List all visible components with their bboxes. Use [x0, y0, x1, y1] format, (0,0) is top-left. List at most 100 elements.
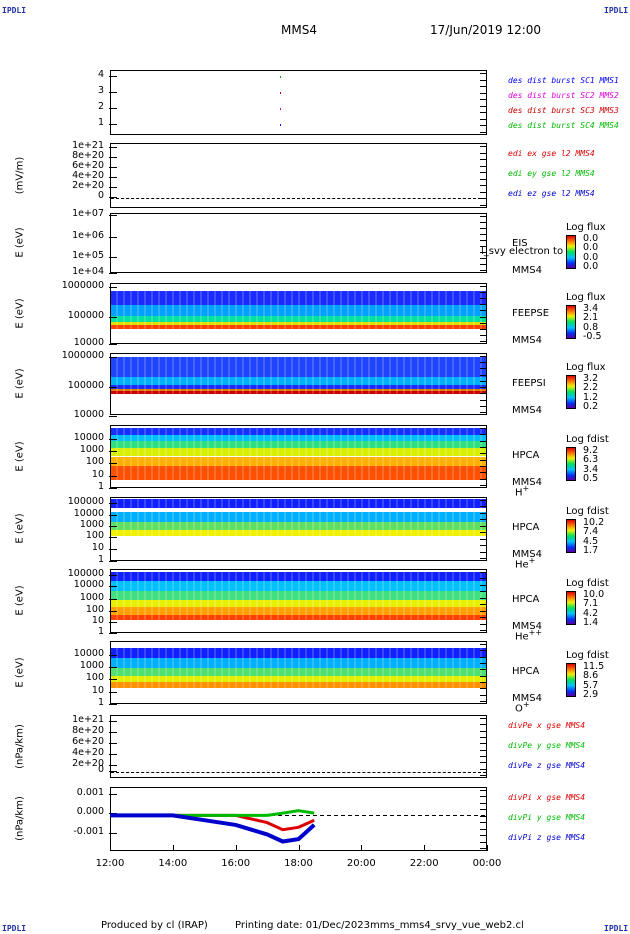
y-tick-mark [109, 76, 117, 77]
y-tick-label: 1000000 [61, 350, 104, 361]
y-tick-label: 1 [97, 117, 104, 128]
right-tick-mark [480, 815, 486, 817]
colorbar [566, 305, 576, 339]
spectrogram-band [111, 316, 486, 323]
spectrogram-band [111, 607, 486, 615]
instrument-spacecraft: MMS4 [512, 621, 542, 632]
colorbar-value: 0.0 [583, 233, 599, 244]
right-tick-mark [480, 688, 486, 690]
right-tick-mark [480, 828, 486, 830]
y-tick-mark [109, 561, 117, 562]
right-tick-mark [480, 393, 486, 395]
x-tick-mark [235, 845, 237, 851]
y-tick-label: 0.000 [76, 806, 104, 817]
zero-line [111, 772, 486, 773]
y-tick-mark [109, 439, 117, 440]
colorbar-value: 8.6 [583, 670, 599, 682]
zero-line [111, 198, 486, 199]
instrument-spacecraft: MMS4 [512, 335, 542, 346]
y-tick-mark [109, 526, 117, 527]
x-tick-mark [110, 845, 111, 851]
burst-mark [279, 76, 281, 78]
right-tick-mark [480, 718, 486, 719]
series-line-z [110, 813, 316, 844]
footer-filename: mms_mms4_srvy_vue_web2.cl [370, 920, 524, 931]
y-tick-label: 6e+20 [72, 736, 104, 747]
legend-entry: divPe y gse MMS4 [508, 741, 586, 750]
species-charge: ++ [528, 628, 543, 637]
right-tick-mark [480, 246, 486, 247]
spectrogram-band [111, 434, 486, 441]
y-tick-mark [109, 215, 117, 216]
x-tick-label: 00:00 [472, 858, 502, 869]
colorbar [566, 591, 576, 625]
spectrogram-band [111, 391, 486, 394]
y-tick-label: 0 [97, 190, 104, 201]
y-tick-label: 10 [91, 542, 104, 553]
right-tick-mark [480, 796, 486, 798]
panel-hpca_hepp [110, 569, 487, 633]
right-tick-mark [480, 675, 486, 677]
y-tick-label: 1 [97, 481, 104, 492]
instrument-name: FEEPSI [512, 378, 546, 389]
y-tick-mark [109, 743, 117, 744]
right-tick-mark [480, 459, 486, 461]
right-tick-mark [480, 270, 486, 271]
y-tick-mark [109, 611, 117, 612]
right-tick-mark [480, 105, 486, 107]
footer-produced: Produced by cl (IRAP) [101, 920, 208, 931]
right-tick-mark [480, 434, 486, 436]
corner-label-bottom-left: IPDLI [2, 924, 27, 933]
panel-hpca_h [110, 425, 487, 488]
right-tick-mark [480, 835, 486, 837]
right-tick-mark [480, 412, 486, 413]
colorbar-value: 4.2 [583, 607, 599, 619]
spectrogram-band [111, 393, 486, 414]
spectrogram-band [111, 328, 486, 343]
species: H+ [515, 484, 529, 498]
right-tick-mark [480, 663, 486, 664]
colorbar-value: 9.2 [583, 445, 599, 456]
legend-entry: divPe x gse MMS4 [508, 721, 586, 730]
colorbar-title: Log fdist [566, 506, 609, 517]
colorbar [566, 235, 576, 269]
right-tick-mark [480, 841, 486, 843]
instrument-spacecraft: MMS4 [512, 405, 542, 416]
y-tick-label: 1e+21 [72, 714, 104, 725]
spectrogram-texture [111, 642, 486, 703]
right-tick-mark [480, 551, 486, 553]
right-tick-mark [480, 669, 486, 671]
right-tick-mark [480, 334, 486, 336]
y-axis-label: (nPa/km) [14, 723, 26, 769]
legend-entry: edi ey gse l2 MMS4 [508, 169, 595, 178]
right-tick-mark [480, 118, 486, 120]
legend-entry: edi ex gse l2 MMS4 [508, 149, 595, 158]
y-tick-label: 2e+20 [72, 180, 104, 191]
y-tick-label: 1000000 [61, 280, 104, 291]
panel-edi [110, 143, 487, 208]
y-tick-label: 1e+21 [72, 140, 104, 151]
y-tick-mark [109, 765, 117, 766]
colorbar [566, 375, 576, 409]
colorbar-value: 0.0 [583, 260, 599, 272]
colorbar [566, 663, 576, 697]
corner-label-bottom-right: IPDLI [604, 924, 629, 933]
species-label: H [515, 487, 523, 499]
panel-hpca_o [110, 641, 487, 704]
right-tick-mark [480, 316, 486, 318]
y-tick-mark [109, 387, 117, 388]
right-tick-mark [480, 205, 486, 206]
y-tick-label: 10000 [73, 337, 104, 348]
y-tick-label: 6e+20 [72, 160, 104, 171]
y-tick-label: 1e+06 [72, 230, 104, 241]
right-tick-mark [480, 578, 486, 580]
y-tick-mark [109, 257, 117, 258]
right-tick-mark [480, 222, 486, 223]
right-tick-mark [480, 92, 486, 94]
y-tick-mark [109, 655, 117, 656]
right-tick-mark [480, 737, 486, 738]
instrument-spacecraft: MMS4 [512, 693, 542, 704]
x-tick-mark [424, 845, 426, 851]
y-tick-mark [109, 357, 117, 358]
spectrogram-band [111, 507, 486, 512]
